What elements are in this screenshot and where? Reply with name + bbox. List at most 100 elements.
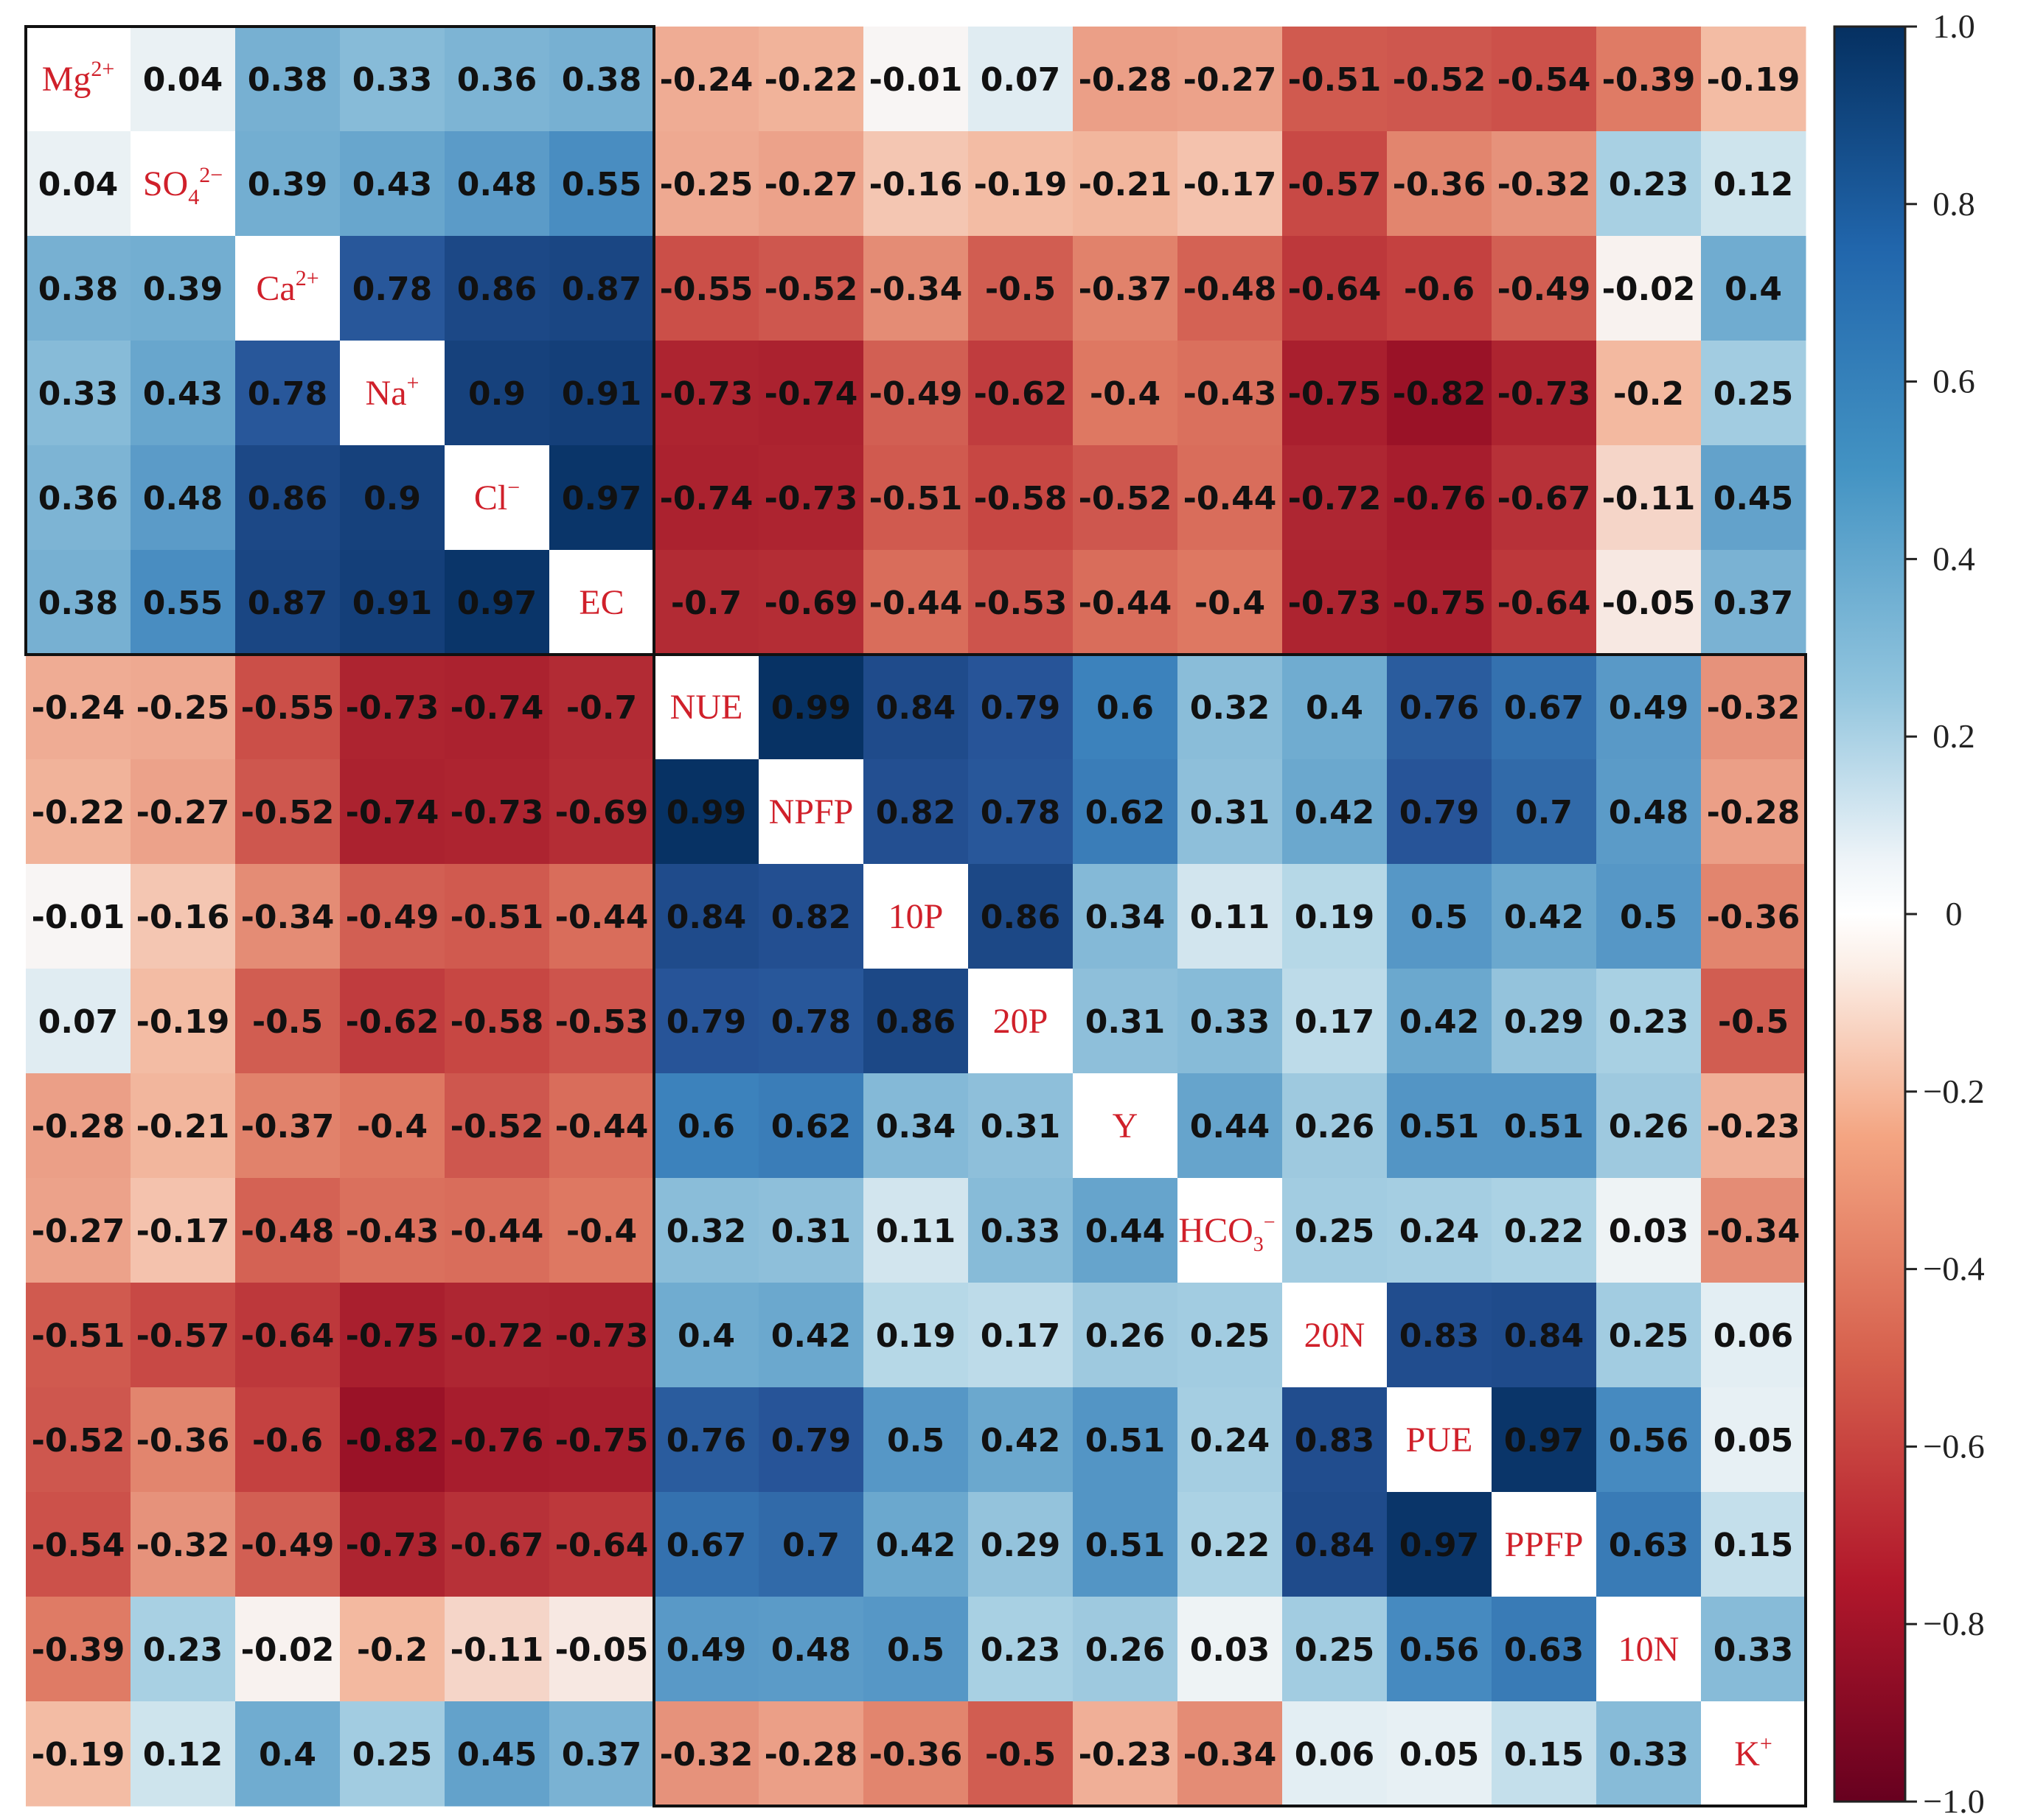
heatmap-cell bbox=[1073, 1492, 1178, 1597]
heatmap-cell bbox=[1177, 1597, 1283, 1702]
heatmap-value: 0.44 bbox=[1190, 1108, 1270, 1146]
heatmap-value: 0.97 bbox=[457, 585, 537, 622]
heatmap-value: 0.78 bbox=[352, 271, 433, 308]
heatmap-value: -0.27 bbox=[1183, 61, 1277, 99]
heatmap-cell bbox=[131, 1073, 236, 1179]
heatmap-value: -0.32 bbox=[136, 1527, 230, 1564]
heatmap-value: 0.15 bbox=[1713, 1527, 1794, 1564]
heatmap-value: -0.82 bbox=[346, 1422, 439, 1460]
heatmap-cell bbox=[1492, 1701, 1597, 1807]
heatmap-cell bbox=[968, 1387, 1074, 1493]
heatmap-cell bbox=[968, 236, 1074, 341]
heatmap-value: -0.2 bbox=[357, 1631, 428, 1669]
heatmap-value: 0.84 bbox=[1504, 1317, 1584, 1355]
heatmap-value: -0.7 bbox=[566, 689, 637, 727]
heatmap-value: 0.23 bbox=[143, 1631, 223, 1669]
heatmap-diagonal-cell bbox=[549, 550, 655, 655]
heatmap-cell bbox=[26, 655, 131, 760]
heatmap-value: 0.24 bbox=[1190, 1422, 1270, 1460]
heatmap-cell bbox=[26, 1283, 131, 1388]
heatmap-value: -0.52 bbox=[1393, 61, 1486, 99]
heatmap-cell bbox=[235, 27, 341, 132]
heatmap-value: -0.53 bbox=[555, 1003, 649, 1041]
heatmap-value: 0.62 bbox=[1085, 794, 1166, 831]
heatmap-value: -0.5 bbox=[985, 1736, 1056, 1774]
heatmap-cell bbox=[1177, 1492, 1283, 1597]
heatmap-value: -0.54 bbox=[32, 1527, 125, 1564]
heatmap-value: -0.62 bbox=[974, 375, 1068, 413]
heatmap-cell bbox=[1701, 969, 1806, 1074]
heatmap-value: 0.97 bbox=[1504, 1422, 1584, 1460]
heatmap-cell bbox=[654, 969, 759, 1074]
heatmap-value: 0.36 bbox=[38, 480, 119, 517]
heatmap-value: -0.52 bbox=[765, 271, 858, 308]
heatmap-cell bbox=[549, 1597, 655, 1702]
heatmap-cell bbox=[1073, 759, 1178, 865]
heatmap-value: 0.86 bbox=[876, 1003, 956, 1041]
heatmap-cell bbox=[1282, 1178, 1388, 1283]
heatmap-cell bbox=[1701, 1492, 1806, 1597]
heatmap-value: 0.86 bbox=[981, 899, 1061, 936]
heatmap-value: -0.32 bbox=[1707, 689, 1800, 727]
heatmap-cell bbox=[235, 1701, 341, 1807]
heatmap-value: -0.5 bbox=[985, 271, 1056, 308]
colorbar-tick-label: 0.8 bbox=[1932, 185, 1975, 223]
heatmap-cell bbox=[1177, 445, 1283, 551]
heatmap-cell bbox=[131, 864, 236, 969]
heatmap-value: 0.33 bbox=[38, 375, 119, 413]
heatmap-cell bbox=[235, 550, 341, 655]
heatmap-cell bbox=[968, 864, 1074, 969]
heatmap-cell bbox=[1282, 1492, 1388, 1597]
heatmap-value: 0.51 bbox=[1085, 1527, 1166, 1564]
heatmap-value: -0.28 bbox=[765, 1736, 858, 1774]
heatmap-value: 0.05 bbox=[1399, 1736, 1480, 1774]
heatmap-cell bbox=[1177, 864, 1283, 969]
heatmap-cell bbox=[1596, 341, 1702, 446]
heatmap-value: -0.19 bbox=[32, 1736, 125, 1774]
heatmap-value: -0.44 bbox=[1079, 585, 1172, 622]
heatmap-cell bbox=[1492, 550, 1597, 655]
colorbar-tick-label: −0.6 bbox=[1923, 1427, 1984, 1465]
heatmap-value: 0.26 bbox=[1085, 1631, 1166, 1669]
heatmap-diagonal-cell bbox=[1177, 1178, 1283, 1283]
heatmap-cell bbox=[445, 1073, 550, 1179]
heatmap-value: -0.73 bbox=[1288, 585, 1382, 622]
heatmap-value: 0.25 bbox=[1713, 375, 1794, 413]
heatmap-cell bbox=[1596, 1178, 1702, 1283]
diag-label-so4: SO42− bbox=[143, 163, 223, 209]
heatmap-cell bbox=[235, 655, 341, 760]
heatmap-cell bbox=[968, 1597, 1074, 1702]
heatmap-cell bbox=[759, 1073, 864, 1179]
cluster-boxes bbox=[24, 25, 1807, 1807]
diag-label-10n: 10N bbox=[1618, 1630, 1680, 1669]
heatmap-cell bbox=[1701, 1283, 1806, 1388]
heatmap-value: -0.44 bbox=[555, 899, 649, 936]
heatmap-cell bbox=[131, 1701, 236, 1807]
heatmap-value: -0.25 bbox=[136, 689, 230, 727]
heatmap-value: 0.4 bbox=[259, 1736, 316, 1774]
heatmap-diagonal-cell bbox=[863, 864, 969, 969]
heatmap-cell bbox=[340, 27, 445, 132]
heatmap-value: 0.25 bbox=[1609, 1317, 1689, 1355]
heatmap-cell bbox=[1596, 27, 1702, 132]
heatmap-cell bbox=[863, 27, 969, 132]
heatmap-value: 0.55 bbox=[562, 166, 642, 203]
heatmap-cell bbox=[1282, 27, 1388, 132]
heatmap-cell bbox=[1596, 655, 1702, 760]
heatmap-value: -0.44 bbox=[450, 1213, 544, 1250]
heatmap-value: -0.39 bbox=[1602, 61, 1696, 99]
heatmap-cell bbox=[863, 1073, 969, 1179]
heatmap-cell bbox=[759, 969, 864, 1074]
heatmap-cell bbox=[235, 1178, 341, 1283]
heatmap-value: -0.49 bbox=[869, 375, 963, 413]
heatmap-value: 0.33 bbox=[981, 1213, 1061, 1250]
heatmap-value: 0.62 bbox=[771, 1108, 852, 1146]
cluster-box bbox=[24, 25, 655, 656]
heatmap-value: 0.25 bbox=[1190, 1317, 1270, 1355]
heatmap-cell bbox=[340, 1178, 445, 1283]
heatmap-value: -0.28 bbox=[1707, 794, 1800, 831]
heatmap-value: -0.51 bbox=[450, 899, 544, 936]
heatmap-cell bbox=[863, 969, 969, 1074]
heatmap-cell bbox=[863, 550, 969, 655]
heatmap-cell bbox=[26, 131, 131, 237]
